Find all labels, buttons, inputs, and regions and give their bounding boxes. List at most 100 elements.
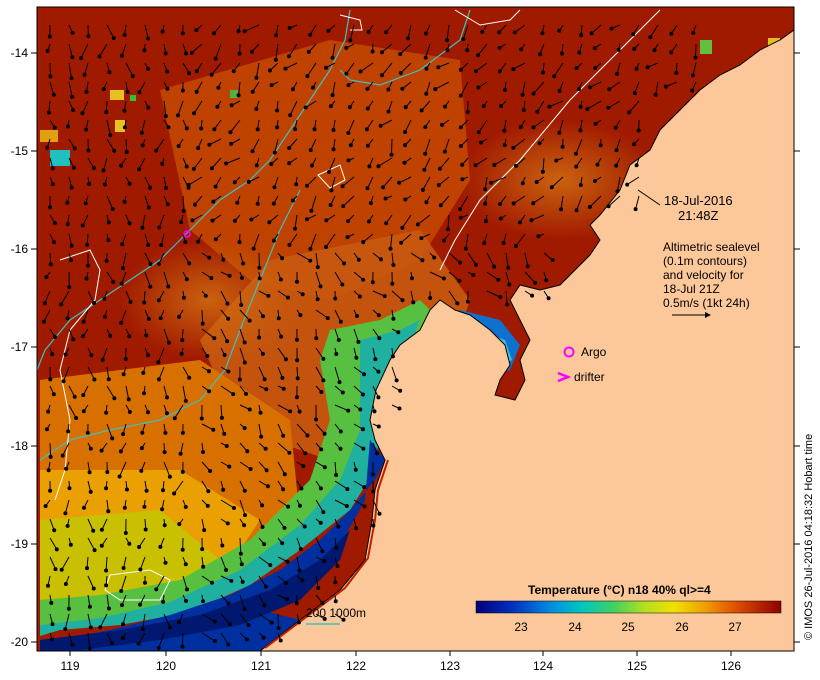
velocity-arrow-head bbox=[300, 578, 305, 583]
velocity-arrow bbox=[591, 24, 602, 34]
velocity-arrow bbox=[182, 366, 190, 378]
velocity-arrow-head bbox=[324, 245, 328, 249]
velocity-arrow bbox=[310, 195, 317, 211]
velocity-arrow-head bbox=[48, 377, 53, 382]
velocity-arrow-head bbox=[208, 469, 213, 473]
velocity-arrow bbox=[410, 252, 423, 261]
velocity-arrow-head bbox=[298, 313, 303, 318]
velocity-arrow-head bbox=[441, 276, 446, 281]
velocity-arrow-head bbox=[546, 296, 551, 301]
velocity-arrow bbox=[576, 195, 583, 211]
velocity-arrow-head bbox=[497, 30, 502, 35]
velocity-arrow-head bbox=[376, 424, 381, 429]
velocity-arrow-head bbox=[474, 262, 478, 267]
velocity-arrow-head bbox=[71, 337, 76, 342]
velocity-arrow-head bbox=[63, 627, 68, 631]
velocity-arrow-head bbox=[122, 125, 127, 130]
velocity-arrow-head bbox=[255, 201, 260, 206]
velocity-arrow-head bbox=[574, 208, 579, 213]
velocity-arrow bbox=[119, 461, 127, 477]
velocity-arrow bbox=[334, 404, 349, 412]
velocity-arrow-head bbox=[476, 53, 481, 58]
velocity-arrow-head bbox=[92, 377, 97, 382]
velocity-arrow bbox=[486, 252, 495, 267]
velocity-arrow-head bbox=[70, 30, 75, 35]
velocity-arrow-head bbox=[121, 566, 126, 570]
velocity-arrow bbox=[310, 138, 317, 151]
y-tick-label: -18 bbox=[11, 439, 29, 453]
velocity-arrow-head bbox=[587, 205, 592, 209]
velocity-arrow-head bbox=[636, 128, 641, 133]
y-axis: -14 -15 -16 -17 -18 -19 -20 bbox=[11, 46, 800, 649]
velocity-arrow-head bbox=[428, 296, 433, 300]
y-tick-label: -19 bbox=[11, 537, 29, 551]
velocity-arrow-head bbox=[181, 295, 186, 300]
velocity-arrow bbox=[252, 138, 260, 152]
velocity-arrow-head bbox=[298, 547, 303, 552]
velocity-arrow-head bbox=[87, 182, 92, 186]
velocity-arrow-head bbox=[285, 597, 290, 602]
velocity-arrow-head bbox=[577, 50, 582, 55]
velocity-arrow-head bbox=[632, 142, 636, 147]
velocity-arrow-head bbox=[120, 266, 125, 271]
velocity-arrow bbox=[277, 613, 280, 629]
velocity-arrow-head bbox=[139, 446, 144, 451]
velocity-arrow-head bbox=[128, 299, 133, 304]
velocity-arrow-head bbox=[159, 243, 164, 248]
velocity-arrow-head bbox=[396, 330, 401, 335]
velocity-arrow-head bbox=[537, 141, 542, 146]
velocity-arrow bbox=[44, 290, 51, 304]
velocity-arrow-head bbox=[301, 464, 306, 469]
velocity-arrow bbox=[628, 100, 640, 113]
velocity-arrow-head bbox=[506, 265, 511, 270]
velocity-arrow bbox=[144, 252, 151, 265]
velocity-arrow-head bbox=[50, 352, 55, 357]
velocity-arrow bbox=[106, 594, 110, 609]
velocity-arrow bbox=[220, 328, 228, 342]
velocity-arrow-head bbox=[232, 218, 237, 223]
velocity-arrow-head bbox=[177, 314, 181, 319]
velocity-arrow-head bbox=[194, 89, 199, 94]
velocity-arrow bbox=[87, 290, 95, 304]
velocity-arrow bbox=[125, 385, 130, 400]
velocity-arrow-head bbox=[362, 372, 367, 377]
x-tick-label: 123 bbox=[440, 659, 460, 673]
velocity-arrow bbox=[328, 157, 336, 173]
velocity-arrow-head bbox=[275, 108, 280, 113]
velocity-arrow-head bbox=[384, 221, 389, 226]
velocity-arrow-head bbox=[126, 397, 131, 402]
velocity-arrow-head bbox=[50, 637, 54, 642]
velocity-arrow-head bbox=[513, 244, 518, 248]
velocity-arrow-head bbox=[228, 130, 233, 135]
velocity-arrow-head bbox=[52, 125, 57, 130]
velocity-arrow bbox=[332, 43, 336, 58]
velocity-arrow-head bbox=[483, 187, 488, 192]
velocity-arrow-head bbox=[121, 372, 126, 377]
velocity-arrow-head bbox=[260, 503, 265, 508]
velocity-arrow-head bbox=[164, 411, 169, 416]
velocity-arrow-head bbox=[420, 258, 425, 263]
velocity-arrow-head bbox=[358, 407, 363, 412]
velocity-arrow bbox=[380, 119, 393, 127]
velocity-arrow bbox=[465, 233, 469, 249]
velocity-arrow-head bbox=[201, 599, 205, 604]
colorbar: Temperature (°C) n18 40% ql>=4 23 24 25 … bbox=[475, 583, 782, 634]
velocity-arrow-head bbox=[209, 72, 214, 77]
velocity-arrow-head bbox=[142, 300, 147, 305]
velocity-arrow-head bbox=[63, 582, 68, 586]
velocity-arrow-head bbox=[108, 333, 113, 338]
velocity-arrow-head bbox=[61, 379, 66, 384]
velocity-arrow bbox=[315, 499, 324, 513]
velocity-arrow-head bbox=[391, 263, 396, 267]
velocity-arrow-head bbox=[242, 607, 247, 611]
velocity-arrow-head bbox=[123, 531, 128, 535]
velocity-arrow-head bbox=[303, 451, 308, 456]
x-tick-label: 126 bbox=[721, 659, 741, 673]
velocity-arrow-head bbox=[511, 67, 516, 72]
velocity-arrow-head bbox=[222, 431, 227, 436]
velocity-arrow bbox=[417, 214, 431, 225]
velocity-arrow-head bbox=[345, 235, 350, 240]
velocity-arrow bbox=[589, 195, 602, 208]
velocity-arrow-head bbox=[41, 319, 46, 324]
velocity-arrow-head bbox=[212, 127, 217, 132]
